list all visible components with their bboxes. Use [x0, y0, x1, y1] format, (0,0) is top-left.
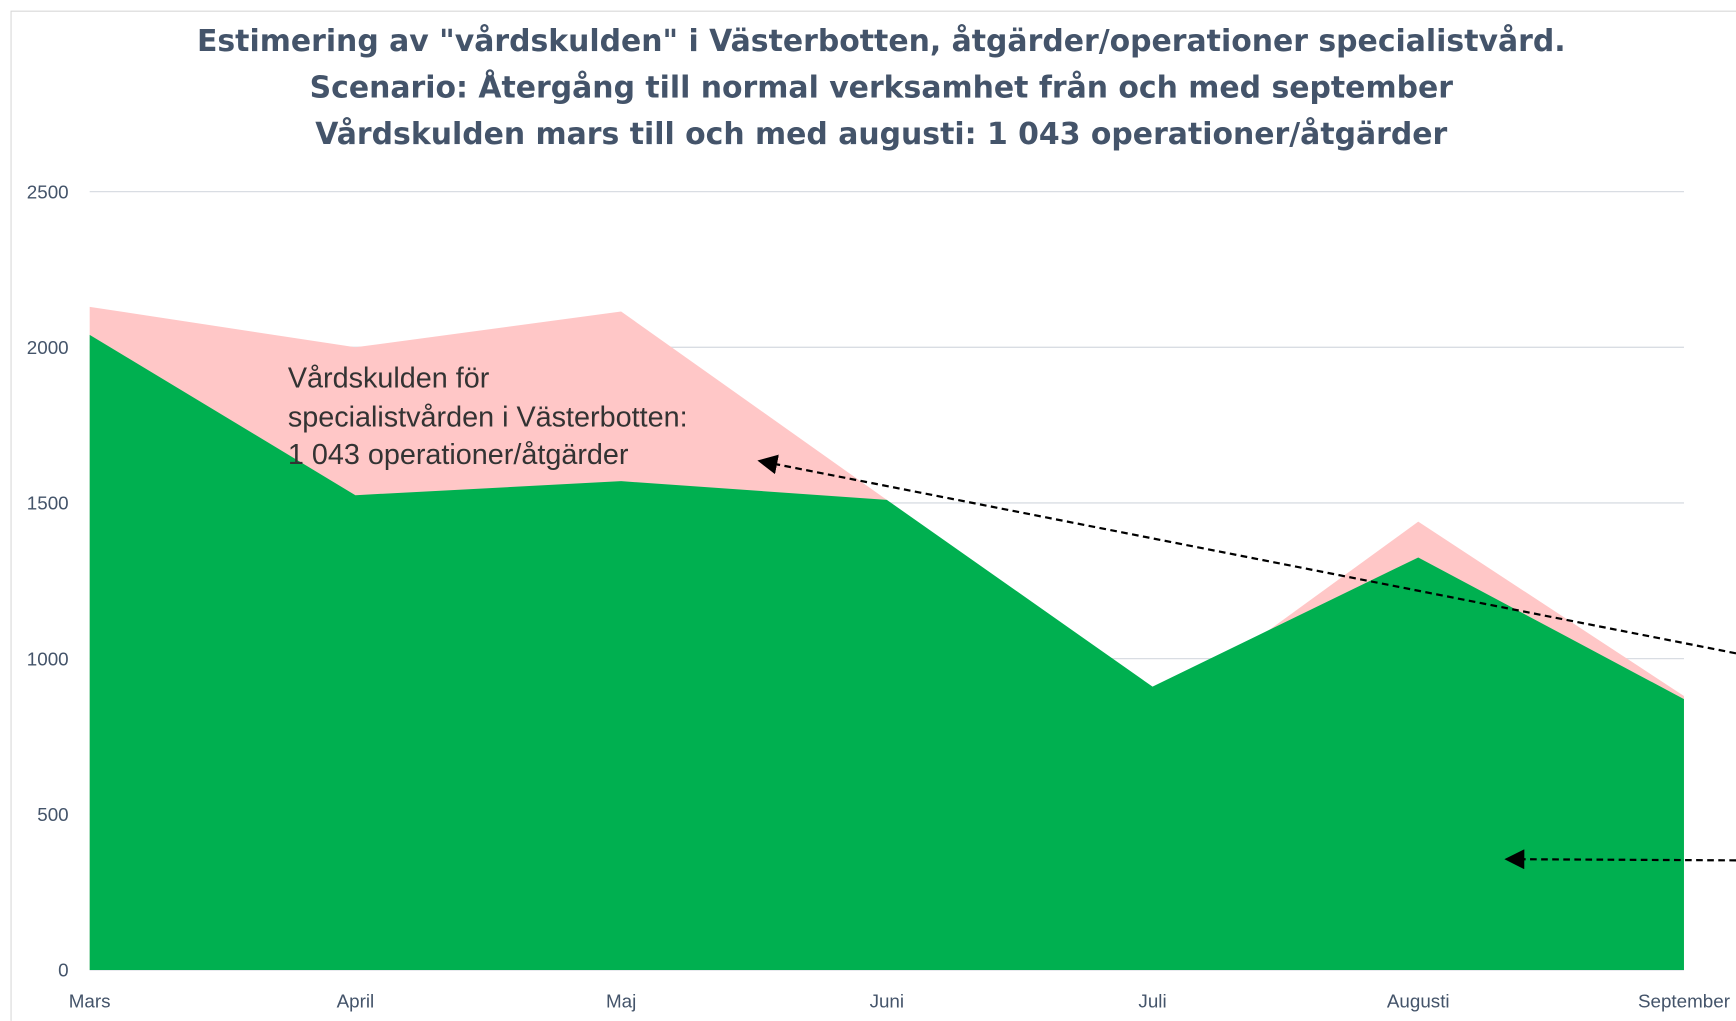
y-tick-label: 1500 [27, 493, 69, 514]
y-tick-label: 1000 [27, 648, 69, 669]
x-tick-label: Mars [69, 991, 111, 1012]
x-tick-label: Maj [606, 991, 636, 1012]
x-tick-label: Juli [1138, 991, 1166, 1012]
arrow [757, 454, 1736, 655]
arrow [1504, 849, 1736, 870]
x-tick-label: Juni [870, 991, 905, 1012]
annotation: specialistvården i Västerbotten: [288, 401, 688, 433]
chart-title: Estimering av "vårdskulden" i Västerbott… [197, 23, 1566, 59]
frame [10, 10, 1736, 1021]
y-tick-label: 2500 [27, 181, 69, 202]
x-tick-label: September [1638, 991, 1730, 1012]
x-tick-label: April [337, 991, 375, 1012]
area [89, 334, 1684, 970]
chart-title: Scenario: Återgång till normal verksamhe… [310, 69, 1454, 106]
x-tick-label: Augusti [1387, 991, 1450, 1012]
y-tick-label: 500 [37, 804, 68, 825]
annotation: Vårdskulden för [288, 363, 490, 395]
y-tick-label: 2000 [27, 337, 69, 358]
chart-title: Vårdskulden mars till och med augusti: 1… [315, 116, 1447, 152]
y-tick-label: 0 [58, 960, 68, 981]
annotation: 1 043 operationer/åtgärder [288, 439, 629, 471]
